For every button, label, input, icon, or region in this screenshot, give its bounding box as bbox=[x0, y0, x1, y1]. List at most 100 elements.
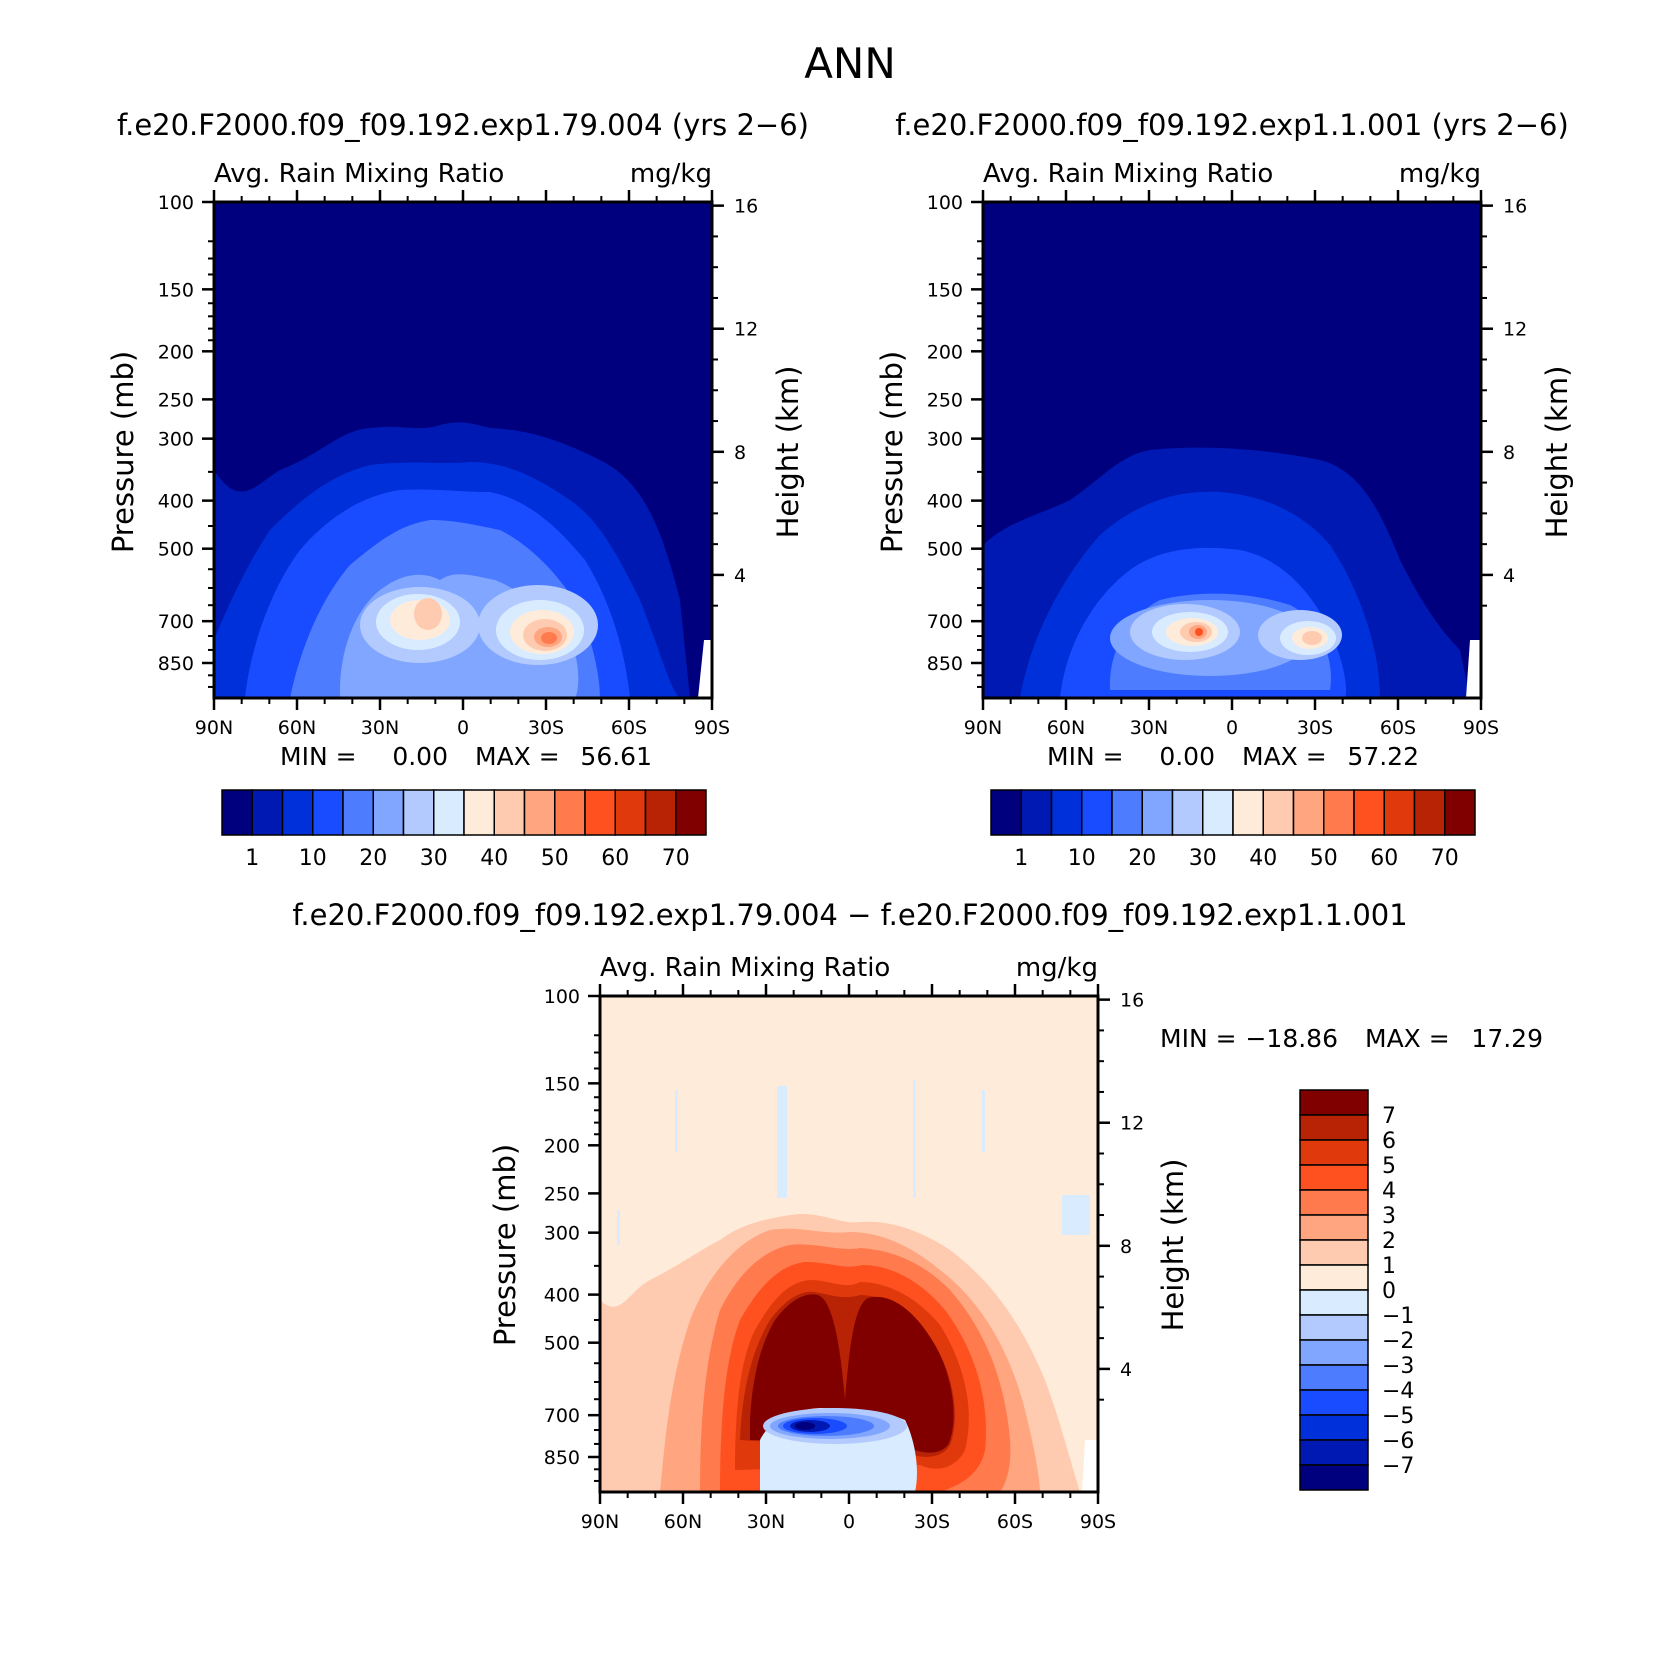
colorbar-swatch bbox=[1081, 789, 1113, 836]
colorbar-label: −2 bbox=[1382, 1329, 1414, 1354]
colorbar-swatch bbox=[1299, 1439, 1369, 1466]
colorbar-label: 70 bbox=[662, 846, 690, 871]
x-tick-label: 90S bbox=[694, 717, 730, 739]
colorbar-swatch bbox=[1444, 789, 1476, 836]
colorbar-label: 30 bbox=[1189, 846, 1217, 871]
panel-c-negative-streak-5 bbox=[617, 1210, 620, 1245]
x-tick-label: 60N bbox=[664, 1511, 702, 1533]
colorbar-swatch bbox=[493, 789, 526, 836]
colorbar-swatch bbox=[1299, 1314, 1369, 1341]
colorbar-label: 60 bbox=[601, 846, 629, 871]
colorbar-swatch bbox=[1299, 1089, 1369, 1116]
y-tick-label: 250 bbox=[544, 1183, 580, 1205]
panel-a-title: f.e20.F2000.f09_f09.192.exp1.79.004 (yrs… bbox=[117, 108, 809, 142]
colorbar-swatch bbox=[1299, 1114, 1369, 1141]
y-tick-label: 400 bbox=[927, 491, 963, 513]
colorbar-label: 3 bbox=[1382, 1204, 1396, 1229]
panel-a-units-label: mg/kg bbox=[630, 159, 712, 189]
x-tick-label: 30N bbox=[1130, 717, 1168, 739]
panel-a-max-label: MAX = bbox=[475, 742, 560, 771]
panel-c-negative-streak-4 bbox=[982, 1090, 985, 1152]
x-tick-label: 90N bbox=[964, 717, 1002, 739]
colorbar-label: −7 bbox=[1382, 1454, 1414, 1479]
colorbar-swatch bbox=[402, 789, 435, 836]
y-tick-label: 150 bbox=[927, 279, 963, 301]
colorbar-label: 7 bbox=[1382, 1104, 1396, 1129]
panel-b-field-label: Avg. Rain Mixing Ratio bbox=[983, 159, 1273, 189]
colorbar-swatch bbox=[1299, 1339, 1369, 1366]
colorbar-swatch bbox=[1299, 1214, 1369, 1241]
panel-c-polar-gap bbox=[1082, 1440, 1098, 1492]
x-tick-label: 60S bbox=[1380, 717, 1416, 739]
panel-b-axes: 90N 60N 30N 0 30S 60S 90S 100 150 200 250 300 400 500… bbox=[927, 190, 1527, 739]
x-tick-label: 30N bbox=[747, 1511, 785, 1533]
panel-a-y2-axis-label: Height (km) bbox=[771, 366, 805, 539]
colorbar-swatch bbox=[1353, 789, 1385, 836]
colorbar-swatch bbox=[1292, 789, 1325, 836]
colorbar-label: 40 bbox=[1249, 846, 1277, 871]
panel-a-contour-field bbox=[214, 202, 712, 698]
y-tick-label: 200 bbox=[158, 341, 194, 363]
panel-b-y2-axis-label: Height (km) bbox=[1540, 366, 1574, 539]
y2-tick-label: 12 bbox=[1503, 319, 1527, 341]
panel-a-min-value: 0.00 bbox=[392, 742, 448, 771]
colorbar-label: −3 bbox=[1382, 1354, 1414, 1379]
colorbar-label: 0 bbox=[1382, 1279, 1396, 1304]
panel-b-max-value: 57.22 bbox=[1347, 742, 1419, 771]
y-tick-label: 850 bbox=[158, 653, 194, 675]
colorbar-swatch bbox=[1383, 789, 1416, 836]
colorbar-swatch bbox=[990, 789, 1022, 836]
x-tick-label: 30S bbox=[528, 717, 564, 739]
x-tick-label: 90S bbox=[1463, 717, 1499, 739]
panel-b-max-label: MAX = bbox=[1242, 742, 1327, 771]
panel-c-max-value: 17.29 bbox=[1471, 1024, 1543, 1053]
y-tick-label: 400 bbox=[544, 1285, 580, 1307]
x-tick-label: 90N bbox=[581, 1511, 619, 1533]
y-tick-label: 200 bbox=[544, 1135, 580, 1157]
panel-c-contour-level-minus6 bbox=[795, 1422, 815, 1430]
y-tick-label: 850 bbox=[544, 1447, 580, 1469]
y-tick-label: 300 bbox=[158, 429, 194, 451]
colorbar-label: 1 bbox=[1014, 846, 1028, 871]
y-tick-label: 850 bbox=[927, 653, 963, 675]
panel-c-min-label: MIN = bbox=[1160, 1024, 1237, 1053]
y-tick-label: 700 bbox=[158, 611, 194, 633]
panel-b-contour-level-9b bbox=[1302, 631, 1322, 645]
panel-a-colorbar: 1 10 20 30 40 50 60 70 bbox=[221, 789, 707, 871]
colorbar-swatch bbox=[1299, 1464, 1369, 1491]
y-tick-label: 700 bbox=[544, 1405, 580, 1427]
x-tick-label: 60N bbox=[278, 717, 316, 739]
x-tick-label: 0 bbox=[1226, 717, 1238, 739]
colorbar-swatch bbox=[463, 789, 495, 836]
panel-a-axes: 90N 60N 30N 0 30S 60S 90S 100 150 200 250 300 400 500… bbox=[158, 190, 758, 739]
colorbar-swatch bbox=[1299, 1289, 1369, 1316]
colorbar-label: −6 bbox=[1382, 1429, 1414, 1454]
panel-a-y-axis-label: Pressure (mb) bbox=[106, 351, 140, 553]
colorbar-swatch bbox=[1299, 1239, 1369, 1266]
panel-c-y-axis-label: Pressure (mb) bbox=[488, 1144, 522, 1346]
y-tick-label: 250 bbox=[158, 389, 194, 411]
colorbar-label: 4 bbox=[1382, 1179, 1396, 1204]
y2-tick-label: 12 bbox=[1120, 1113, 1144, 1135]
y2-tick-label: 8 bbox=[1120, 1236, 1132, 1258]
y2-tick-label: 16 bbox=[734, 196, 758, 218]
panel-a-polar-gap bbox=[698, 640, 712, 698]
colorbar-swatch bbox=[614, 789, 647, 836]
colorbar-label: 2 bbox=[1382, 1229, 1396, 1254]
colorbar-label: −1 bbox=[1382, 1304, 1414, 1329]
y-tick-label: 400 bbox=[158, 491, 194, 513]
colorbar-swatch bbox=[281, 789, 314, 836]
panel-a-contour-level-11 bbox=[541, 632, 557, 644]
y2-tick-label: 4 bbox=[1503, 565, 1515, 587]
colorbar-swatch bbox=[1299, 1164, 1369, 1191]
x-tick-label: 0 bbox=[843, 1511, 855, 1533]
x-tick-label: 30S bbox=[914, 1511, 950, 1533]
panel-c-axes: 90N 60N 30N 0 30S 60S 90S 100 150 200 250 300 400 500… bbox=[544, 984, 1144, 1533]
panel-b-min-value: 0.00 bbox=[1159, 742, 1215, 771]
colorbar-swatch bbox=[584, 789, 616, 836]
y-tick-label: 500 bbox=[927, 539, 963, 561]
colorbar-swatch bbox=[1299, 1364, 1369, 1391]
colorbar-label: 1 bbox=[245, 846, 259, 871]
panel-c-contour-field bbox=[600, 996, 1098, 1492]
